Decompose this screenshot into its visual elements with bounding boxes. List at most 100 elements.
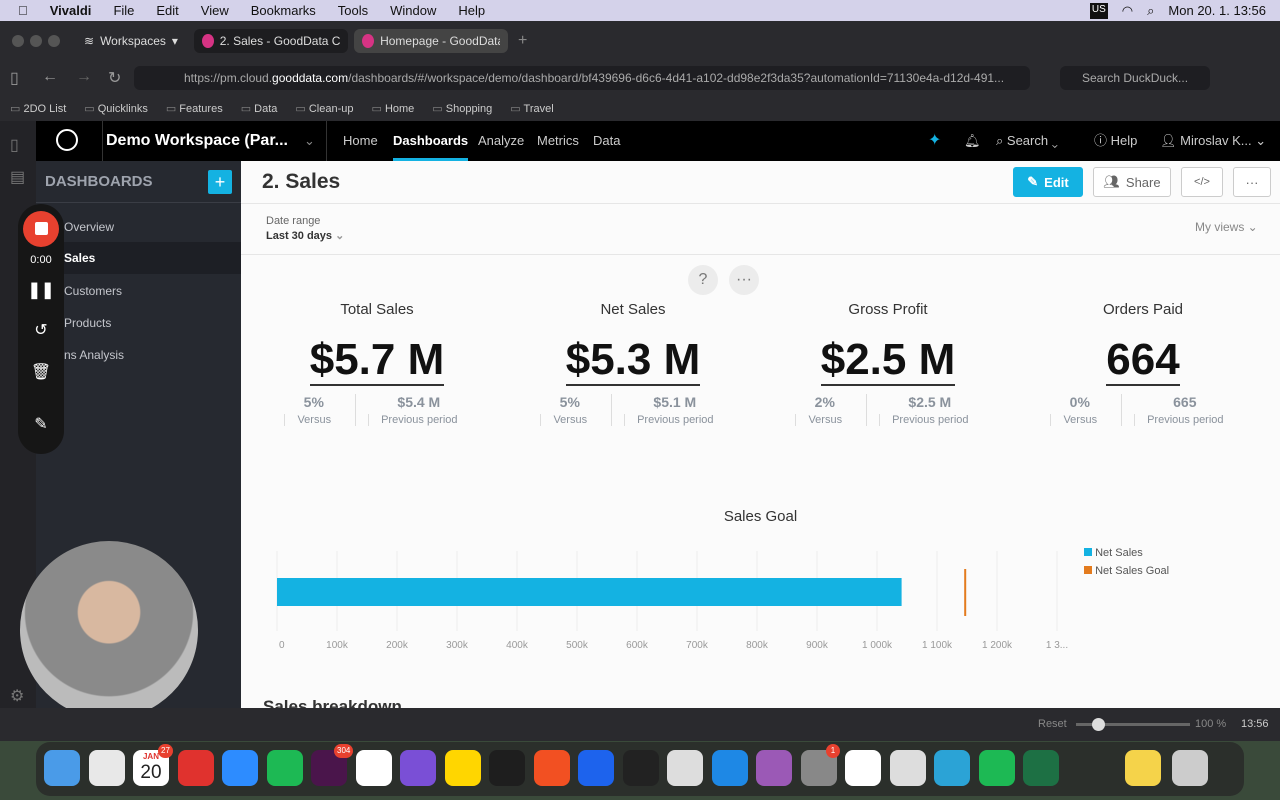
bookmark[interactable]: Travel <box>510 102 554 115</box>
nav-dashboards[interactable]: Dashboards <box>393 121 469 161</box>
menu-edit[interactable]: Edit <box>146 3 178 18</box>
wifi-icon[interactable]: ◠ <box>1121 3 1134 18</box>
date-filter[interactable]: Last 30 days ⌄ <box>266 230 345 242</box>
nav-data[interactable]: Data <box>593 133 621 148</box>
dock-app-icon[interactable] <box>222 750 258 786</box>
menu-view[interactable]: View <box>191 3 229 18</box>
dock-app-icon[interactable] <box>1125 750 1161 786</box>
panel-toggle-icon[interactable]: ▯ <box>10 70 19 87</box>
nav-analyze[interactable]: Analyze <box>478 133 525 148</box>
dock-app-icon[interactable] <box>711 750 748 786</box>
gooddata-logo-icon[interactable] <box>56 129 78 151</box>
bookmark[interactable]: Clean-up <box>295 102 354 115</box>
zoom-reset-button[interactable]: Reset <box>1038 718 1067 730</box>
legend-item-net-sales[interactable]: Net Sales <box>1084 547 1143 559</box>
bookmark[interactable]: 2DO List <box>10 102 66 115</box>
tab-sales[interactable]: 2. Sales - GoodData Cloud <box>194 29 348 53</box>
workspace-selector[interactable]: Demo Workspace (Par... <box>106 132 288 149</box>
menu-window[interactable]: Window <box>380 3 436 18</box>
dock-app-icon[interactable] <box>667 750 703 786</box>
input-source[interactable]: US <box>1089 3 1108 19</box>
bookmark[interactable]: Shopping <box>432 102 493 115</box>
sidebar-item-overview[interactable]: Overview <box>64 220 115 234</box>
dock-app-icon[interactable] <box>978 750 1015 786</box>
menu-tools[interactable]: Tools <box>328 3 368 18</box>
workspaces-button[interactable]: ≋ Workspaces ▾ <box>84 34 178 48</box>
bar-net-sales[interactable] <box>277 578 902 606</box>
my-views-dropdown[interactable]: My views ⌄ <box>1195 220 1258 234</box>
stop-recording-button[interactable] <box>23 211 59 247</box>
search-button[interactable]: ⌕ Search ⌄ <box>996 133 1058 148</box>
dock-app-icon[interactable] <box>533 750 570 786</box>
help-icon[interactable]: ? <box>688 265 718 295</box>
help-button[interactable]: ⓘ Help <box>1094 133 1138 148</box>
dock-app-icon[interactable] <box>444 750 481 786</box>
widget-options-button[interactable]: ··· <box>729 265 759 295</box>
restart-icon[interactable]: ↺ <box>34 322 48 339</box>
dock-app-icon[interactable] <box>88 750 125 786</box>
window-minimize[interactable] <box>30 35 42 47</box>
embed-button[interactable]: </> <box>1181 167 1223 197</box>
search-engine-input[interactable]: Search DuckDuck... <box>1060 66 1210 90</box>
bookmark[interactable]: Data <box>241 102 277 115</box>
search-icon[interactable]: ⌕ <box>1147 3 1155 18</box>
ai-sparkle-icon[interactable]: ✦ <box>928 132 942 149</box>
dock-app-icon[interactable] <box>578 750 614 786</box>
dock-app-icon[interactable] <box>756 750 792 786</box>
dock-app-icon[interactable] <box>177 750 214 786</box>
edit-button[interactable]: ✎ Edit <box>1013 167 1083 197</box>
x-tick-label: 400k <box>506 640 529 651</box>
dock-app-icon[interactable] <box>489 750 525 786</box>
macos-menubar:  Vivaldi File Edit View Bookmarks Tools… <box>0 0 1280 21</box>
sidebar-item-products[interactable]: Products <box>64 316 112 330</box>
add-dashboard-button[interactable]: + <box>208 170 232 194</box>
chevron-down-icon[interactable]: ⌄ <box>304 133 315 148</box>
bookmark[interactable]: Home <box>372 102 414 115</box>
new-tab-button[interactable]: + <box>518 32 528 49</box>
sidebar-item-customers[interactable]: Customers <box>64 284 123 298</box>
more-options-button[interactable]: ··· <box>1233 167 1271 197</box>
dock-app-icon[interactable] <box>1172 750 1208 786</box>
dock-app-icon[interactable] <box>934 750 970 786</box>
dock-app-icon[interactable] <box>1023 750 1059 786</box>
dock-app-icon[interactable] <box>845 750 881 786</box>
dock-app-icon[interactable] <box>400 750 436 786</box>
sidebar-item-sales[interactable]: Sales <box>36 242 241 274</box>
menu-help[interactable]: Help <box>448 3 485 18</box>
window-close[interactable] <box>12 35 24 47</box>
reload-icon[interactable]: ↻ <box>108 70 122 87</box>
apple-icon[interactable]:  <box>18 3 28 18</box>
legend-item-net-sales-goal[interactable]: Net Sales Goal <box>1084 565 1169 577</box>
menubar-clock[interactable]: Mon 20. 1. 13:56 <box>1168 3 1266 18</box>
menu-file[interactable]: File <box>103 3 134 18</box>
reading-list-icon[interactable]: ▤ <box>10 169 26 186</box>
zoom-slider[interactable] <box>1076 718 1190 731</box>
nav-home[interactable]: Home <box>343 133 378 148</box>
dock-app-icon[interactable] <box>355 750 392 786</box>
back-icon[interactable]: ← <box>42 68 58 85</box>
user-menu[interactable]: 👤︎ Miroslav K... ⌄ <box>1160 133 1267 148</box>
bookmark-panel-icon[interactable]: ▯ <box>10 137 19 154</box>
dock-app-icon[interactable] <box>622 750 659 786</box>
menu-bookmarks[interactable]: Bookmarks <box>241 3 316 18</box>
sidebar-item-analysis[interactable]: ns Analysis <box>64 348 125 362</box>
trash-icon[interactable]: 🗑︎ <box>30 364 52 381</box>
window-zoom[interactable] <box>48 35 60 47</box>
bookmark[interactable]: Quicklinks <box>84 102 148 115</box>
pencil-icon[interactable]: ✎ <box>34 416 48 433</box>
dock-app-icon[interactable] <box>266 750 303 786</box>
forward-icon[interactable]: → <box>76 68 92 85</box>
dock-app-icon[interactable] <box>889 750 926 786</box>
share-button[interactable]: 👥︎ Share <box>1093 167 1171 197</box>
nav-metrics[interactable]: Metrics <box>537 133 579 148</box>
kpi-gross-profit: Gross Profit $2.5 M 2% Versus $2.5 M Previous… <box>768 301 1008 426</box>
tab-homepage[interactable]: Homepage - GoodData Cl <box>354 29 508 53</box>
kpi-orders-paid: Orders Paid 664 0% Versus 665 Previous period <box>1023 301 1263 426</box>
bookmark[interactable]: Features <box>166 102 222 115</box>
dock-app-icon[interactable] <box>44 750 80 786</box>
notification-bell-icon[interactable]: 🔔︎ <box>964 133 981 148</box>
settings-icon[interactable]: ⚙ <box>10 688 25 705</box>
url-input[interactable]: https://pm.cloud. gooddata.com/dashboards… <box>134 66 1030 90</box>
menu-app[interactable]: Vivaldi <box>40 3 92 18</box>
pause-icon[interactable]: ❚❚ <box>27 282 55 299</box>
